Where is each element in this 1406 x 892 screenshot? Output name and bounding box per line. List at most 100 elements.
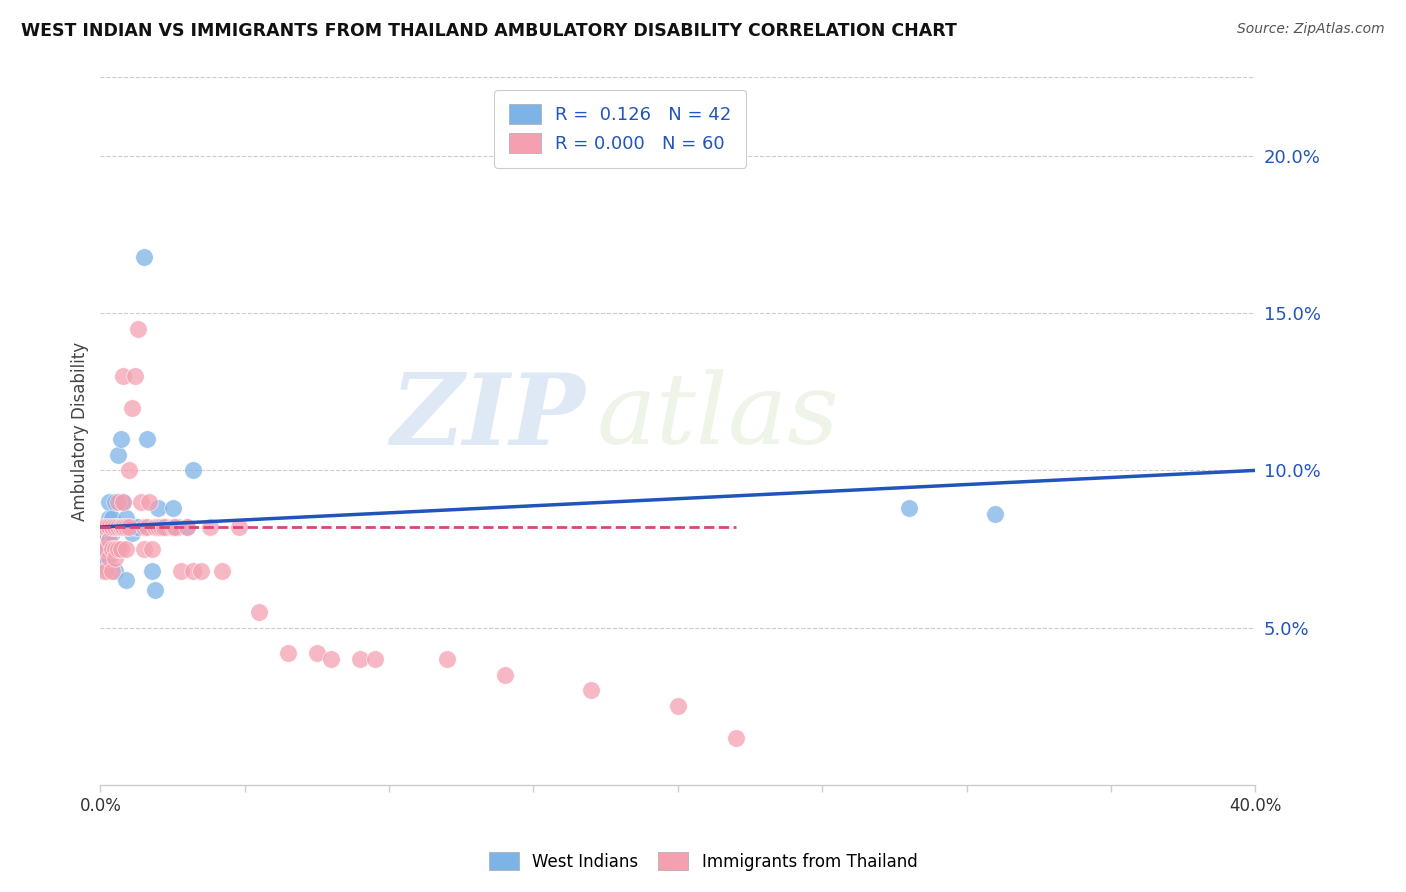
Point [94, 526, 117, 541]
Point [176, 520, 198, 534]
Point [127, 322, 149, 336]
Text: atlas: atlas [598, 369, 839, 465]
Point [98, 495, 121, 509]
Point [107, 541, 129, 556]
Point [165, 520, 187, 534]
Point [101, 541, 124, 556]
Point [104, 541, 127, 556]
Point [104, 520, 127, 534]
Point [98, 533, 121, 547]
Point [115, 541, 138, 556]
Point [181, 564, 204, 578]
Point [363, 652, 385, 666]
Point [984, 508, 1007, 522]
Point [101, 564, 124, 578]
Point [94, 564, 117, 578]
Point [112, 520, 135, 534]
Point [112, 369, 135, 384]
Point [162, 520, 184, 534]
Point [94, 551, 117, 566]
Point [110, 432, 132, 446]
Point [104, 541, 127, 556]
Point [305, 646, 328, 660]
Point [143, 582, 166, 597]
Point [107, 541, 129, 556]
Point [162, 520, 184, 534]
Point [98, 533, 121, 547]
Point [94, 541, 117, 556]
Point [141, 564, 163, 578]
Point [135, 520, 157, 534]
Point [98, 551, 121, 566]
Point [132, 520, 155, 534]
Point [349, 652, 371, 666]
Point [118, 520, 141, 534]
Legend: R =  0.126   N = 42, R = 0.000   N = 60: R = 0.126 N = 42, R = 0.000 N = 60 [494, 90, 747, 168]
Point [91, 520, 114, 534]
Point [91, 558, 114, 572]
Point [101, 541, 124, 556]
Point [107, 520, 129, 534]
Point [153, 520, 176, 534]
Point [104, 564, 127, 578]
Point [115, 510, 138, 524]
Point [167, 520, 190, 534]
Point [124, 520, 146, 534]
Point [104, 520, 127, 534]
Point [162, 501, 184, 516]
Point [91, 541, 114, 556]
Point [101, 510, 124, 524]
Point [94, 541, 117, 556]
Point [170, 564, 193, 578]
Point [112, 495, 135, 509]
Point [176, 520, 198, 534]
Legend: West Indians, Immigrants from Thailand: West Indians, Immigrants from Thailand [481, 844, 925, 880]
Point [141, 541, 163, 556]
Point [118, 520, 141, 534]
Point [124, 369, 146, 384]
Point [581, 683, 603, 698]
Point [98, 510, 121, 524]
Y-axis label: Ambulatory Disability: Ambulatory Disability [72, 342, 89, 521]
Point [101, 520, 124, 534]
Point [156, 520, 179, 534]
Point [118, 463, 141, 477]
Point [138, 495, 160, 509]
Point [129, 495, 152, 509]
Point [666, 699, 689, 714]
Point [98, 520, 121, 534]
Point [897, 501, 920, 516]
Point [190, 564, 212, 578]
Point [132, 541, 155, 556]
Point [107, 495, 129, 509]
Point [277, 646, 299, 660]
Point [146, 501, 169, 516]
Point [91, 541, 114, 556]
Point [101, 526, 124, 541]
Point [228, 520, 250, 534]
Point [247, 605, 270, 619]
Point [494, 667, 516, 681]
Point [94, 520, 117, 534]
Point [181, 463, 204, 477]
Point [91, 564, 114, 578]
Point [107, 520, 129, 534]
Text: WEST INDIAN VS IMMIGRANTS FROM THAILAND AMBULATORY DISABILITY CORRELATION CHART: WEST INDIAN VS IMMIGRANTS FROM THAILAND … [21, 22, 957, 40]
Point [198, 520, 221, 534]
Point [115, 520, 138, 534]
Point [436, 652, 458, 666]
Point [150, 520, 173, 534]
Point [110, 520, 132, 534]
Text: ZIP: ZIP [391, 368, 585, 466]
Point [321, 652, 343, 666]
Point [146, 520, 169, 534]
Point [211, 564, 233, 578]
Point [110, 541, 132, 556]
Point [110, 520, 132, 534]
Point [127, 520, 149, 534]
Point [112, 495, 135, 509]
Point [724, 731, 747, 745]
Point [132, 250, 155, 264]
Point [104, 495, 127, 509]
Point [115, 574, 138, 588]
